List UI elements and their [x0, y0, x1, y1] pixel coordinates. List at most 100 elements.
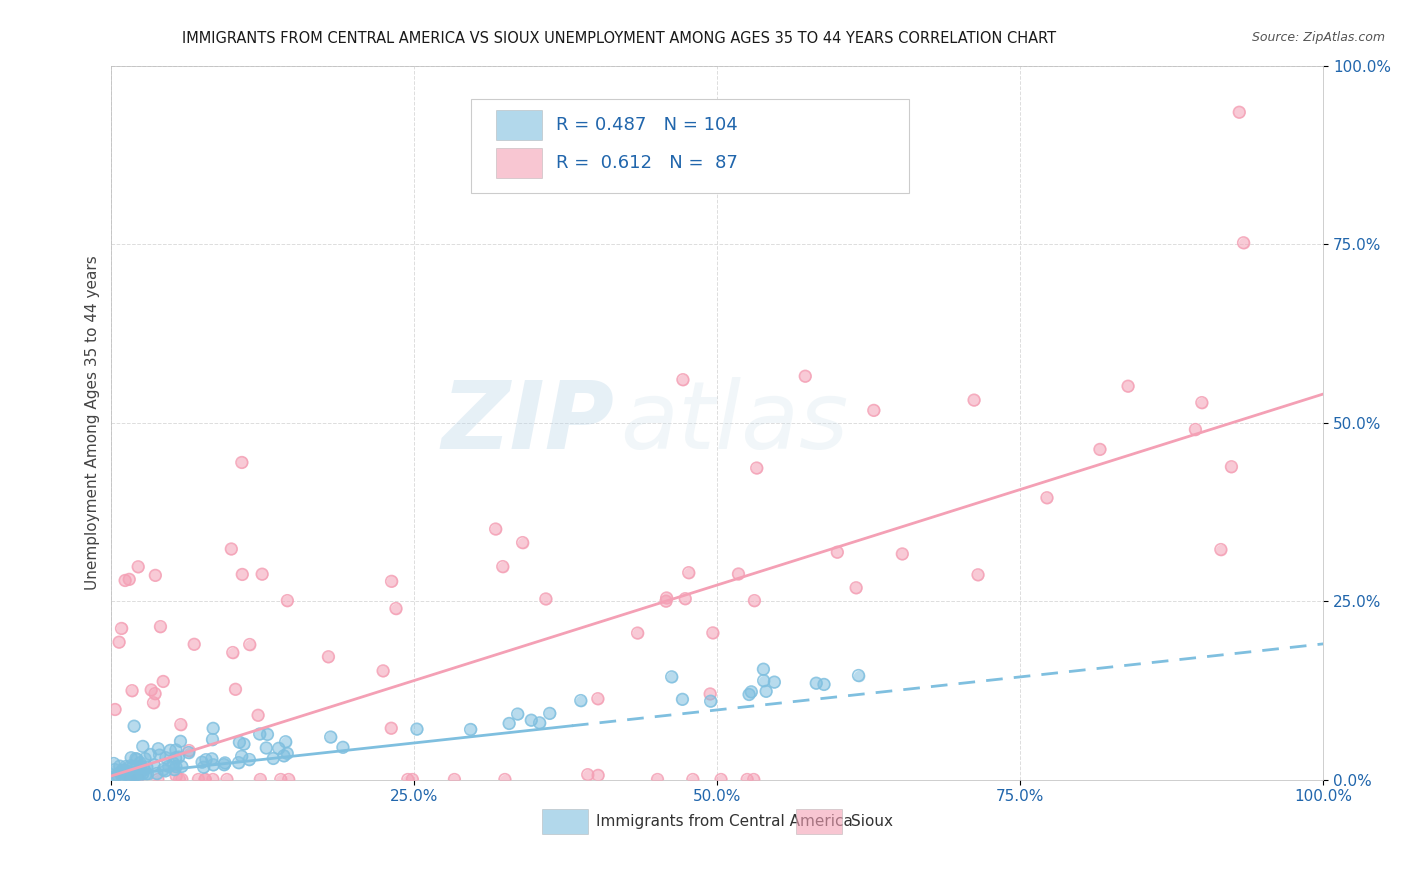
Point	[162, 756, 184, 771]
Point	[276, 747, 298, 761]
Point	[735, 772, 758, 787]
Point	[108, 635, 131, 649]
Point	[963, 393, 986, 408]
Point	[134, 752, 156, 766]
Point	[221, 541, 243, 556]
Point	[512, 535, 534, 549]
Point	[460, 723, 482, 737]
Point	[114, 574, 136, 588]
Point	[232, 737, 254, 751]
Point	[534, 591, 557, 606]
Point	[744, 593, 766, 607]
Point	[319, 730, 342, 744]
Point	[231, 455, 253, 469]
Point	[149, 748, 172, 763]
Point	[238, 753, 260, 767]
Point	[319, 730, 342, 744]
Point	[813, 677, 835, 691]
Point	[520, 713, 543, 727]
Point	[682, 772, 704, 787]
Point	[534, 591, 557, 606]
Point	[155, 750, 177, 764]
Point	[107, 768, 129, 782]
Point	[763, 675, 786, 690]
Point	[848, 668, 870, 682]
Point	[249, 727, 271, 741]
Point	[155, 764, 177, 778]
Point	[247, 708, 270, 723]
Point	[183, 637, 205, 651]
Point	[672, 373, 695, 387]
Point	[228, 735, 250, 749]
Point	[125, 752, 148, 766]
Point	[569, 693, 592, 707]
Point	[498, 716, 520, 731]
Text: Immigrants from Central America: Immigrants from Central America	[596, 814, 853, 830]
Point	[146, 766, 169, 780]
Point	[380, 721, 402, 735]
Point	[143, 568, 166, 582]
Point	[228, 756, 250, 770]
Point	[136, 767, 159, 781]
Point	[103, 772, 125, 786]
Point	[249, 727, 271, 741]
Point	[103, 769, 125, 783]
Point	[194, 772, 217, 787]
Point	[110, 768, 132, 782]
Point	[318, 649, 340, 664]
Point	[111, 764, 134, 778]
Point	[201, 772, 224, 787]
Point	[127, 768, 149, 782]
Point	[231, 455, 253, 469]
Point	[201, 732, 224, 747]
Point	[169, 772, 191, 787]
Point	[845, 581, 868, 595]
Point	[167, 750, 190, 764]
Point	[332, 740, 354, 755]
Point	[256, 727, 278, 741]
Point	[120, 765, 142, 780]
FancyBboxPatch shape	[495, 110, 541, 140]
Point	[103, 756, 125, 771]
Point	[170, 772, 193, 787]
Point	[494, 772, 516, 787]
Text: Source: ZipAtlas.com: Source: ZipAtlas.com	[1251, 31, 1385, 45]
Point	[159, 743, 181, 757]
Point	[752, 673, 775, 688]
Y-axis label: Unemployment Among Ages 35 to 44 years: Unemployment Among Ages 35 to 44 years	[86, 255, 100, 590]
Point	[794, 369, 817, 384]
Point	[239, 638, 262, 652]
Point	[1191, 395, 1213, 409]
Point	[108, 759, 131, 773]
Point	[396, 772, 419, 787]
Point	[647, 772, 669, 787]
Point	[165, 769, 187, 783]
Point	[498, 716, 520, 731]
Point	[1227, 105, 1250, 120]
Point	[148, 741, 170, 756]
Point	[1088, 442, 1111, 457]
Text: R = 0.487   N = 104: R = 0.487 N = 104	[557, 116, 738, 134]
Point	[755, 684, 778, 698]
Point	[146, 772, 169, 787]
Text: IMMIGRANTS FROM CENTRAL AMERICA VS SIOUX UNEMPLOYMENT AMONG AGES 35 TO 44 YEARS : IMMIGRANTS FROM CENTRAL AMERICA VS SIOUX…	[181, 31, 1056, 46]
Point	[276, 593, 298, 607]
Point	[165, 759, 187, 773]
Point	[224, 682, 246, 697]
Point	[406, 722, 429, 736]
Point	[222, 646, 245, 660]
Point	[267, 741, 290, 756]
Point	[201, 772, 224, 787]
Point	[744, 593, 766, 607]
Point	[110, 622, 132, 636]
Point	[128, 767, 150, 781]
Point	[129, 759, 152, 773]
Point	[162, 756, 184, 771]
Point	[112, 768, 135, 782]
Point	[529, 715, 551, 730]
Point	[655, 594, 678, 608]
Point	[177, 746, 200, 760]
Point	[128, 769, 150, 783]
Point	[661, 670, 683, 684]
Point	[104, 763, 127, 777]
